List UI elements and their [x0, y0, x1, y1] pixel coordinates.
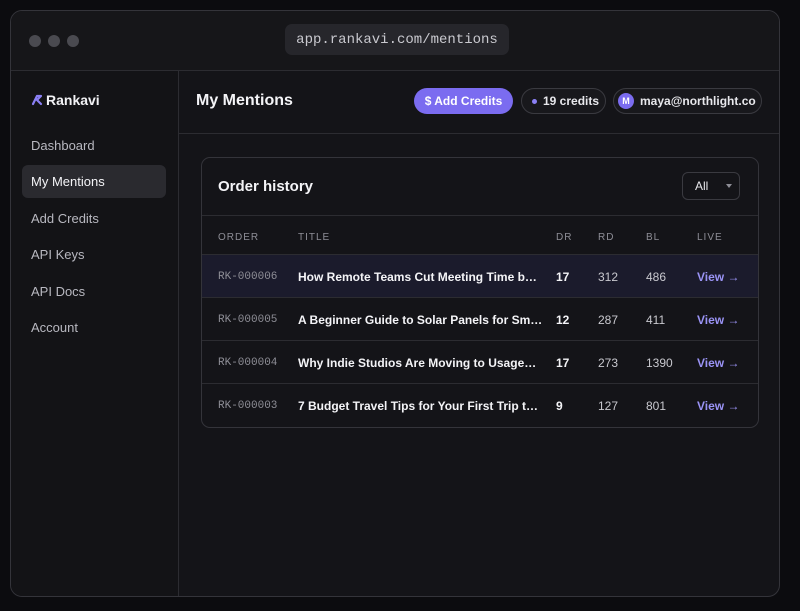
column-header: LIVE	[697, 232, 723, 243]
column-header: ORDER	[218, 232, 260, 243]
divider	[179, 133, 779, 134]
nav-item[interactable]: Add Credits	[31, 211, 99, 226]
view-link[interactable]: View →	[697, 398, 740, 413]
order-card: Order history All ORDER TITLE DR RD BL LIVE RK…	[201, 157, 759, 428]
column-header: RD	[598, 232, 615, 243]
bl-value: 1390	[646, 355, 673, 370]
order-title: A Beginner Guide to Solar Panels for Sm…	[298, 312, 543, 327]
title-bar: app.rankavi.com/mentions	[11, 11, 779, 71]
filter-select[interactable]: All	[682, 172, 740, 200]
credits-badge: 19 credits	[521, 88, 606, 114]
dr-value: 17	[556, 269, 570, 284]
order-title: 7 Budget Travel Tips for Your First Trip…	[298, 398, 539, 413]
window-dot[interactable]	[67, 35, 79, 47]
table-row[interactable]: RK-000005 A Beginner Guide to Solar Panel…	[202, 297, 758, 341]
rd-value: 127	[598, 398, 619, 413]
bl-value: 801	[646, 398, 667, 413]
order-id: RK-000004	[218, 356, 278, 369]
order-title: Why Indie Studios Are Moving to Usage…	[298, 355, 537, 370]
window-dot[interactable]	[29, 35, 41, 47]
card-title: Order history	[218, 178, 314, 195]
table-row[interactable]: RK-000003 7 Budget Travel Tips for Your F…	[202, 383, 758, 427]
status-dot	[532, 98, 537, 104]
main: My Mentions $ Add Credits 19 credits M m…	[179, 71, 779, 596]
view-link[interactable]: View →	[697, 269, 740, 284]
dr-value: 17	[556, 355, 570, 370]
avatar: M	[618, 93, 634, 109]
credits-text: 19 credits	[543, 94, 600, 108]
bl-value: 486	[646, 269, 667, 284]
nav-item[interactable]: Dashboard	[31, 138, 95, 153]
dr-value: 9	[556, 398, 563, 413]
user-email: maya@northlight.co	[640, 94, 756, 108]
rd-value: 273	[598, 355, 619, 370]
nav-item[interactable]: API Docs	[31, 284, 86, 299]
view-link[interactable]: View →	[697, 312, 740, 327]
browser-window: app.rankavi.com/mentions Rankavi Dashboa…	[10, 10, 780, 597]
filter-value: All	[695, 179, 709, 193]
table-row[interactable]: RK-000006 How Remote Teams Cut Meeting Ti…	[202, 254, 758, 298]
logo[interactable]: Rankavi	[31, 92, 100, 108]
bl-value: 411	[646, 312, 666, 327]
table-row[interactable]: RK-000004 Why Indie Studios Are Moving to…	[202, 340, 758, 384]
url-bar[interactable]: app.rankavi.com/mentions	[285, 24, 509, 55]
column-header: DR	[556, 232, 573, 243]
page-title: My Mentions	[196, 92, 293, 109]
rd-value: 287	[598, 312, 619, 327]
column-header: TITLE	[298, 232, 331, 243]
logo-text: Rankavi	[46, 92, 100, 108]
rd-value: 312	[598, 269, 619, 284]
sidebar: Rankavi Dashboard My Mentions Add Credit…	[11, 71, 179, 596]
order-id: RK-000006	[218, 270, 278, 283]
add-credits-button[interactable]: $ Add Credits	[414, 88, 513, 114]
dr-value: 12	[556, 312, 570, 327]
order-title: How Remote Teams Cut Meeting Time b…	[298, 269, 537, 284]
window-dot[interactable]	[48, 35, 60, 47]
table-header-row: ORDER TITLE DR RD BL LIVE	[202, 215, 758, 259]
user-menu[interactable]: M maya@northlight.co	[613, 88, 762, 114]
nav-item[interactable]: Account	[31, 320, 78, 335]
caret	[726, 184, 733, 188]
view-link[interactable]: View →	[697, 355, 740, 370]
nav-item[interactable]: API Keys	[31, 247, 85, 262]
order-id: RK-000005	[218, 313, 278, 326]
order-id: RK-000003	[218, 399, 278, 412]
column-header: BL	[646, 232, 661, 243]
logo-icon	[31, 94, 43, 106]
nav-item-active[interactable]: My Mentions	[22, 165, 166, 198]
